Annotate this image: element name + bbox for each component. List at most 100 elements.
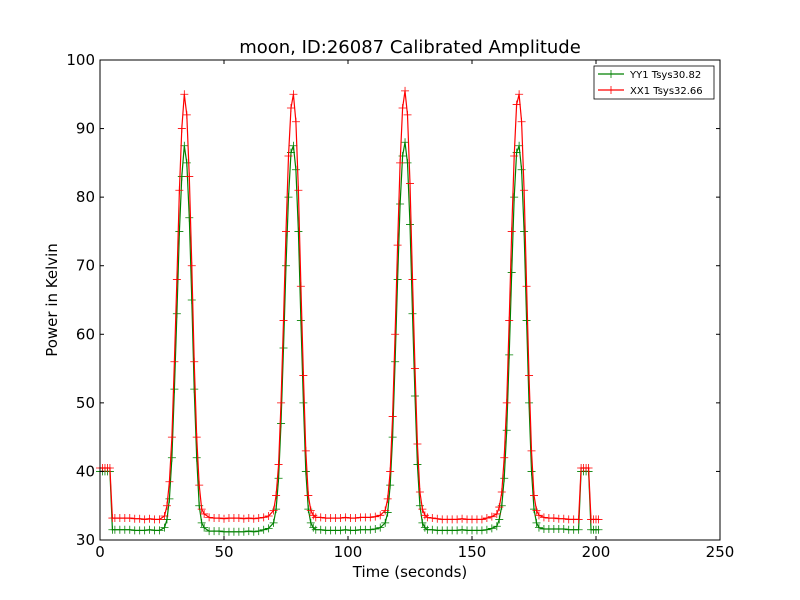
data-point: [418, 518, 427, 527]
y-tick-label: 60: [76, 325, 95, 343]
data-point: [289, 141, 298, 150]
data-point: [155, 526, 164, 535]
data-point: [301, 446, 310, 455]
data-point: [482, 514, 491, 523]
data-point: [396, 200, 405, 208]
data-point: [289, 90, 298, 99]
data-point: [487, 512, 496, 521]
data-point: [306, 506, 315, 515]
data-point: [482, 525, 491, 534]
data-point: [386, 467, 395, 476]
data-point: [175, 227, 184, 236]
y-tick-label: 50: [76, 394, 95, 412]
legend-marker: [607, 70, 615, 78]
data-point: [505, 350, 514, 359]
x-axis-label: Time (seconds): [352, 563, 468, 581]
data-point: [539, 513, 548, 522]
data-point: [500, 474, 509, 483]
data-point: [406, 220, 414, 229]
data-point: [249, 514, 258, 523]
data-point: [244, 514, 253, 523]
data-point: [487, 524, 496, 533]
data-point: [316, 513, 325, 522]
data-point: [284, 193, 293, 202]
data-point: [284, 152, 293, 160]
data-point: [371, 525, 380, 534]
data-point: [559, 514, 568, 523]
data-point: [396, 158, 405, 167]
data-point: [165, 494, 174, 503]
data-point: [187, 296, 196, 304]
data-point: [510, 152, 519, 160]
data-point: [534, 511, 543, 520]
data-point: [277, 419, 286, 428]
data-point: [264, 512, 273, 520]
data-point: [234, 514, 243, 523]
data-point: [505, 316, 514, 325]
data-point: [105, 464, 114, 472]
data-point: [259, 513, 268, 522]
data-point: [192, 453, 201, 462]
data-point: [410, 392, 419, 400]
data-point: [492, 522, 501, 531]
data-point: [125, 514, 134, 523]
data-point: [423, 513, 432, 522]
legend: YY1 Tsys30.82 XX1 Tsys32.66: [593, 65, 715, 100]
legend-label: YY1 Tsys30.82: [629, 70, 701, 81]
data-point: [195, 481, 204, 490]
data-point: [177, 124, 186, 133]
data-point: [316, 525, 325, 534]
data-point: [296, 316, 305, 325]
data-point: [594, 525, 603, 534]
plot-frame: [99, 59, 721, 541]
data-point: [140, 526, 149, 535]
data-point: [249, 527, 258, 536]
data-point: [299, 398, 308, 407]
y-tick-label: 30: [76, 531, 95, 549]
data-point: [215, 527, 224, 536]
y-tick-label: 40: [76, 462, 95, 480]
data-point: [296, 282, 305, 291]
data-point: [418, 505, 427, 514]
data-point: [145, 514, 154, 523]
data-point: [410, 364, 419, 373]
x-tick-label: 100: [334, 543, 363, 561]
data-point: [401, 138, 410, 147]
data-point: [294, 186, 303, 195]
data-point: [336, 526, 345, 535]
data-point: [512, 100, 521, 109]
data-point: [291, 117, 300, 126]
plot-area: [100, 60, 720, 540]
data-point: [282, 227, 290, 236]
data-point: [269, 506, 278, 515]
data-point: [192, 433, 201, 442]
data-point: [376, 523, 385, 532]
data-point: [453, 526, 462, 535]
data-point: [182, 158, 191, 167]
data-point: [510, 193, 519, 202]
data-point: [366, 525, 375, 534]
x-tick-label: 50: [214, 543, 233, 561]
data-point: [428, 525, 437, 534]
data-point: [391, 357, 400, 366]
data-point: [282, 261, 290, 270]
data-point: [279, 316, 288, 325]
data-point: [383, 494, 392, 503]
data-point: [559, 525, 568, 534]
data-point: [165, 477, 174, 486]
data-point: [458, 525, 467, 534]
data-point: [413, 460, 422, 469]
y-axis-label: Power in Kelvin: [43, 243, 61, 357]
data-point: [366, 513, 375, 522]
data-point: [500, 453, 509, 462]
data-point: [351, 526, 360, 535]
data-point: [497, 488, 506, 496]
data-point: [170, 385, 179, 394]
data-point: [190, 385, 199, 394]
data-point: [239, 527, 248, 536]
data-point: [534, 523, 543, 532]
data-point: [269, 518, 278, 527]
data-point: [291, 165, 300, 174]
legend-box: [593, 65, 715, 100]
